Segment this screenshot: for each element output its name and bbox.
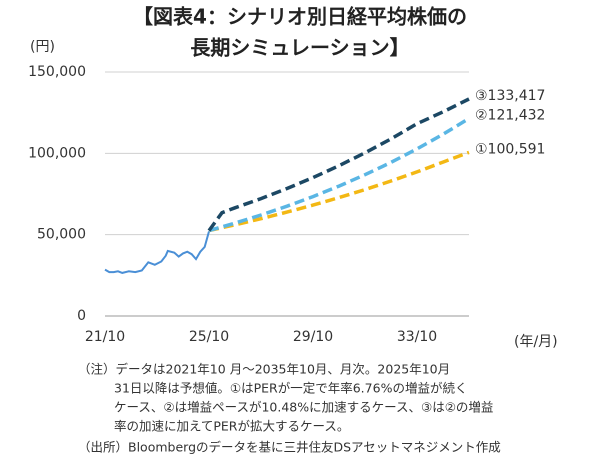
chart-title: 長期シミュレーション】 — [190, 36, 409, 60]
note: 率の加速に加えてPERが拡大するケース。 — [114, 419, 349, 434]
y-tick-label: 150,000 — [28, 64, 86, 80]
data-label: ①100,591 — [475, 141, 545, 157]
x-tick-label: 21/10 — [85, 329, 125, 345]
series-line — [104, 231, 210, 274]
series-line — [208, 150, 470, 233]
note: ケース、②は増益ペースが10.48%に加速するケース、③は②の増益 — [114, 400, 493, 415]
note: 31日以降は予想値。①はPERが一定で年率6.76%の増益が続く — [114, 381, 467, 396]
chart-title: 【図表4：シナリオ別日経平均株価の — [133, 5, 467, 29]
x-unit: (年/月) — [514, 334, 558, 350]
note: （注）データは2021年10 月～2035年10月、月次。2025年10月 — [78, 362, 450, 377]
series-line — [208, 117, 470, 233]
data-label: ②121,432 — [475, 107, 545, 123]
x-tick-label: 33/10 — [397, 329, 437, 345]
x-tick-label: 29/10 — [293, 329, 333, 345]
y-tick-label: 50,000 — [37, 227, 86, 243]
x-tick-label: 25/10 — [189, 329, 229, 345]
data-label: ③133,417 — [475, 88, 545, 104]
y-unit: (円) — [30, 39, 55, 55]
series-line — [207, 97, 470, 232]
note: （出所）Bloombergのデータを基に三井住友DSアセットマネジメント作成 — [78, 440, 501, 455]
y-tick-label: 0 — [77, 308, 86, 324]
y-tick-label: 100,000 — [28, 145, 86, 161]
